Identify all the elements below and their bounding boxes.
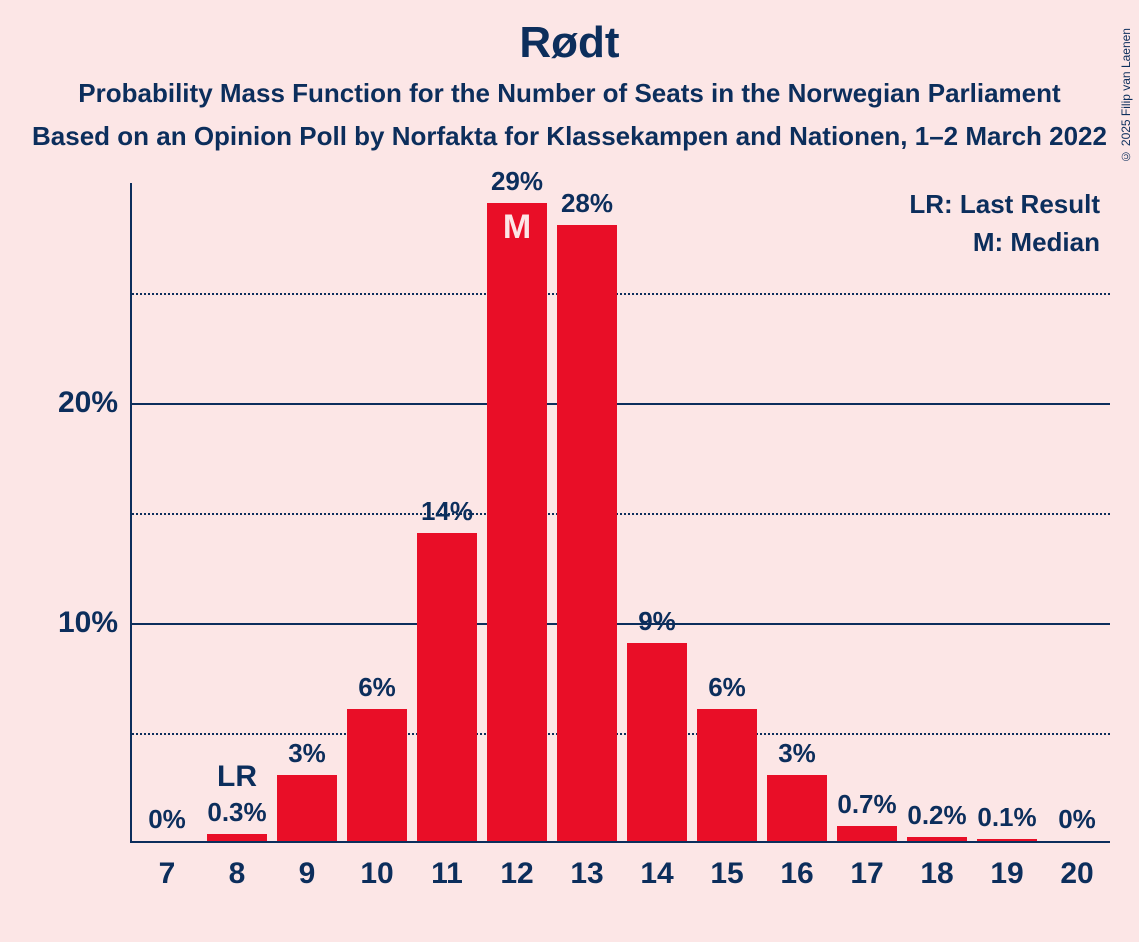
bar — [487, 203, 547, 841]
bar-value-label: 0% — [1058, 804, 1096, 835]
chart-title: Rødt — [0, 18, 1139, 68]
median-marker: M — [503, 208, 531, 247]
x-axis-label: 19 — [990, 857, 1023, 891]
y-axis-label: 10% — [58, 606, 118, 640]
plot-area: LR: Last Result M: Median 10%20%70%80.3%… — [130, 183, 1110, 843]
bar-value-label: 0.1% — [977, 802, 1036, 833]
x-axis-label: 7 — [159, 857, 176, 891]
x-axis-label: 16 — [780, 857, 813, 891]
gridline — [132, 403, 1110, 405]
bar-value-label: 9% — [638, 606, 676, 637]
bar-value-label: 14% — [421, 496, 473, 527]
x-axis-label: 11 — [431, 857, 463, 891]
x-axis-label: 12 — [500, 857, 533, 891]
x-axis-label: 13 — [570, 857, 603, 891]
bar — [207, 834, 267, 841]
bar — [767, 775, 827, 841]
chart-subtitle-1: Probability Mass Function for the Number… — [0, 78, 1139, 109]
bar-value-label: 6% — [708, 672, 746, 703]
bar — [347, 709, 407, 841]
x-axis-label: 14 — [640, 857, 673, 891]
bar — [977, 839, 1037, 841]
bar — [557, 225, 617, 841]
x-axis-label: 10 — [360, 857, 393, 891]
bar-value-label: 0.2% — [907, 800, 966, 831]
bar — [627, 643, 687, 841]
gridline — [132, 513, 1110, 515]
bar-value-label: 29% — [491, 166, 543, 197]
x-axis-label: 18 — [920, 857, 953, 891]
bar-value-label: 3% — [288, 738, 326, 769]
legend-m: M: Median — [973, 227, 1100, 258]
bar — [837, 826, 897, 841]
bar — [277, 775, 337, 841]
x-axis-label: 20 — [1060, 857, 1093, 891]
bar-value-label: 0% — [148, 804, 186, 835]
chart-container: LR: Last Result M: Median 10% 20% 7 0% 8 0.3%… — [40, 183, 1110, 903]
bar-value-label: 0.7% — [837, 789, 896, 820]
bar-value-label: 28% — [561, 188, 613, 219]
gridline — [132, 623, 1110, 625]
legend-lr: LR: Last Result — [909, 189, 1100, 220]
bar — [907, 837, 967, 841]
last-result-marker: LR — [217, 760, 257, 794]
bar-value-label: 6% — [358, 672, 396, 703]
x-axis-label: 9 — [299, 857, 316, 891]
bar-value-label: 0.3% — [207, 797, 266, 828]
chart-subtitle-2: Based on an Opinion Poll by Norfakta for… — [0, 121, 1139, 152]
bar — [417, 533, 477, 841]
copyright-text: © 2025 Filip van Laenen — [1119, 28, 1133, 163]
x-axis-label: 15 — [710, 857, 743, 891]
gridline — [132, 733, 1110, 735]
bar — [697, 709, 757, 841]
y-axis-label: 20% — [58, 386, 118, 420]
gridline — [132, 293, 1110, 295]
x-axis-label: 8 — [229, 857, 246, 891]
bar-value-label: 3% — [778, 738, 816, 769]
x-axis-label: 17 — [850, 857, 883, 891]
